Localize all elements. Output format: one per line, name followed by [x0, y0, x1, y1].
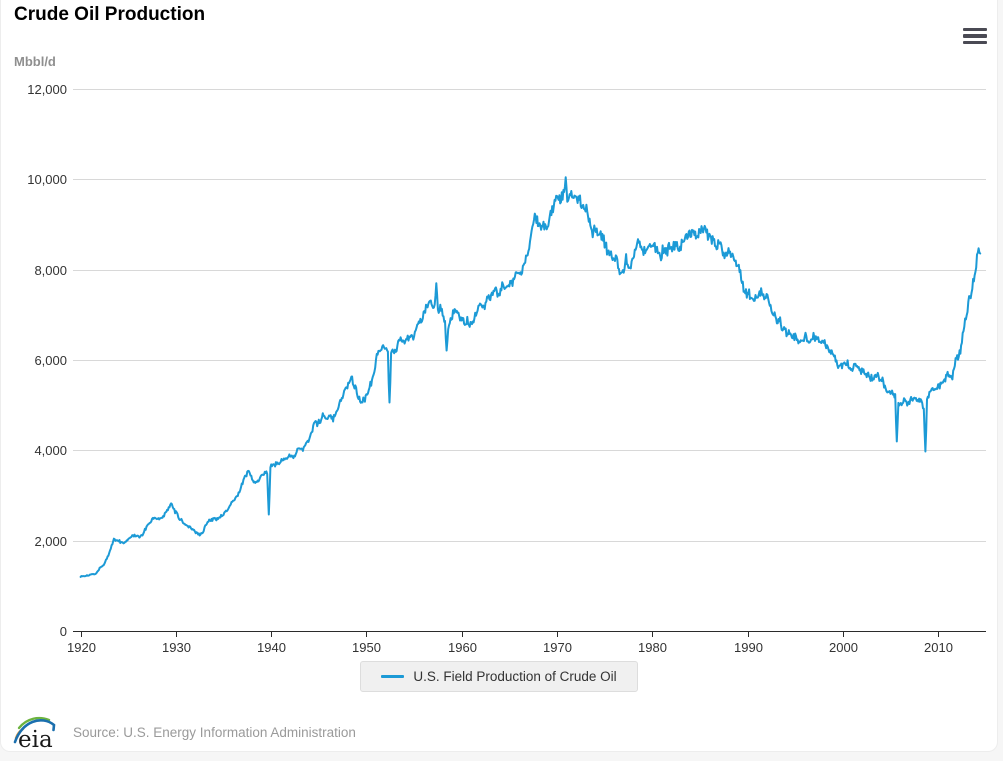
x-tick-label: 1970 [543, 640, 572, 655]
source-text: Source: U.S. Energy Information Administ… [73, 724, 356, 740]
chart-plot-area: 0 2,000 4,000 6,000 8,000 10,000 12,000 1920 193… [27, 82, 986, 655]
eia-logo[interactable]: eia [13, 713, 60, 751]
chart-context-menu-button[interactable] [960, 24, 990, 48]
x-tick-label: 2000 [829, 640, 858, 655]
y-tick-label: 0 [60, 624, 67, 639]
x-tick-label: 1940 [257, 640, 286, 655]
y-tick-label: 10,000 [27, 172, 67, 187]
y-axis-unit-label: Mbbl/d [14, 54, 56, 69]
x-tick-label: 1990 [734, 640, 763, 655]
eia-logo-green-arc [17, 716, 51, 730]
eia-logo-blue-arc [13, 719, 56, 744]
x-tick-label: 1960 [448, 640, 477, 655]
x-tick-label: 1920 [67, 640, 96, 655]
legend: U.S. Field Production of Crude Oil [1, 661, 997, 692]
series-line-icon [381, 675, 405, 678]
y-tick-label: 4,000 [34, 443, 67, 458]
footer: eia Source: U.S. Energy Information Admi… [13, 712, 356, 751]
legend-label: U.S. Field Production of Crude Oil [413, 669, 617, 684]
x-tick-label: 2010 [924, 640, 953, 655]
series-line [79, 176, 982, 578]
x-tick-label: 1980 [638, 640, 667, 655]
x-tick-label: 1930 [162, 640, 191, 655]
eia-logo-text: eia [18, 727, 53, 751]
x-tick-label: 1950 [352, 640, 381, 655]
y-tick-label: 6,000 [34, 353, 67, 368]
y-tick-label: 2,000 [34, 534, 67, 549]
chart-title: Crude Oil Production [14, 4, 206, 25]
legend-item[interactable]: U.S. Field Production of Crude Oil [360, 661, 638, 692]
y-tick-label: 8,000 [34, 263, 67, 278]
y-tick-label: 12,000 [27, 82, 67, 97]
